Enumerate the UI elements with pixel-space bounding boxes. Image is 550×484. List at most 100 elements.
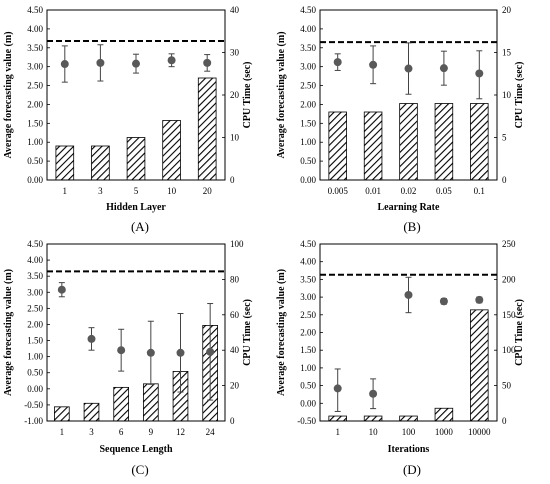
- panel-label: (B): [403, 219, 420, 234]
- x-tick-label: 100: [402, 427, 416, 437]
- x-tick-label: 1: [63, 186, 68, 196]
- y-tick-label: 1.50: [27, 118, 43, 128]
- chart-panel-c: -1.00 -0.50 0.00 0.50 1.00 1.50 2.00 2.50 3.00 3.…: [3, 239, 253, 477]
- data-point: [475, 69, 484, 78]
- y2-axis-title: CPU Time (sec): [242, 299, 253, 366]
- data-point: [404, 290, 413, 299]
- y2-tick-label: 80: [230, 274, 240, 284]
- y-tick-label: 0.00: [300, 175, 316, 185]
- bar: [328, 415, 347, 422]
- y-tick-label: 1.50: [27, 336, 43, 346]
- data-point: [87, 334, 96, 343]
- x-axis-title: Hidden Layer: [106, 202, 166, 213]
- y2-tick-label: 30: [230, 48, 240, 58]
- y2-tick-label: 20: [502, 5, 512, 15]
- bar: [162, 120, 181, 181]
- panel-label: (C): [131, 462, 148, 477]
- bar: [399, 103, 418, 181]
- y-tick-label: 3.00: [300, 292, 316, 302]
- data-point: [60, 60, 69, 69]
- x-tick-label: 24: [206, 427, 216, 437]
- x-tick-label: 9: [149, 427, 154, 437]
- y-tick-label: 3.00: [27, 62, 43, 72]
- x-tick-label: 3: [89, 427, 94, 437]
- y-tick-label: 3.00: [300, 62, 316, 72]
- y2-tick-label: 5: [502, 133, 507, 143]
- y-tick-label: 0.50: [300, 381, 316, 391]
- chart-panel-b: 0.00 0.50 1.00 1.50 2.00 2.50 3.00 3.50 4.00 4.50…: [276, 5, 525, 234]
- data-point: [146, 348, 155, 357]
- data-point: [203, 58, 212, 67]
- y-tick-label: 2.00: [300, 99, 316, 109]
- y-tick-label: 0.50: [300, 156, 316, 166]
- y2-tick-label: 150: [502, 310, 516, 320]
- data-point: [475, 295, 484, 304]
- bar: [363, 415, 383, 422]
- y-tick-label: 1.50: [300, 118, 316, 128]
- data-point: [167, 56, 176, 65]
- data-point: [57, 285, 66, 294]
- y2-tick-label: 0: [230, 416, 235, 426]
- y-tick-label: 2.00: [27, 99, 43, 109]
- x-tick-label: 6: [119, 427, 124, 437]
- bar: [55, 145, 75, 181]
- y-tick-label: 0.00: [300, 398, 316, 408]
- x-tick-label: 10: [167, 186, 177, 196]
- y-tick-label: 4.50: [300, 239, 316, 249]
- data-point: [176, 348, 185, 357]
- bar: [328, 111, 347, 181]
- data-point: [132, 59, 140, 68]
- y-tick-label: 4.00: [300, 24, 316, 34]
- x-tick-label: 1: [60, 427, 65, 437]
- y-tick-label: 2.50: [27, 81, 43, 91]
- x-tick-label: 0.01: [365, 186, 381, 196]
- bar: [126, 137, 146, 181]
- data-point: [96, 58, 105, 67]
- x-tick-label: 1: [335, 427, 340, 437]
- x-tick-label: 20: [203, 186, 213, 196]
- x-tick-label: 12: [176, 427, 185, 437]
- y2-tick-label: 20: [230, 90, 240, 100]
- panel-label: (A): [131, 219, 149, 234]
- y-tick-label: 3.00: [27, 287, 43, 297]
- y2-axis-title: CPU Time (sec): [514, 299, 525, 366]
- y2-tick-label: 20: [230, 381, 240, 391]
- y-tick-label: 1.00: [27, 352, 43, 362]
- chart-panel-d: -0.50 0.00 0.50 1.00 1.50 2.00 2.50 3.00 3.50 4.0…: [276, 239, 525, 477]
- y2-tick-label: 50: [502, 381, 512, 391]
- data-point: [369, 60, 378, 69]
- x-tick-label: 5: [134, 186, 139, 196]
- y-axis-title: Average forecasting value (m): [3, 31, 14, 158]
- y-axis-title: Average forecasting value (m): [276, 269, 287, 396]
- x-axis-title: Learning Rate: [378, 202, 441, 213]
- y2-tick-label: 60: [230, 310, 240, 320]
- plot-frame: [46, 243, 226, 422]
- y2-tick-label: 200: [502, 274, 516, 284]
- data-point: [404, 64, 413, 73]
- y-tick-label: 1.00: [27, 137, 43, 147]
- y-tick-label: 1.00: [300, 363, 316, 373]
- x-axis-title: Sequence Length: [99, 444, 173, 455]
- y-tick-label: 4.50: [300, 5, 316, 15]
- bar: [113, 386, 129, 422]
- y2-tick-label: 100: [502, 345, 516, 355]
- x-tick-label: 0.05: [436, 186, 452, 196]
- y2-tick-label: 0: [502, 416, 507, 426]
- data-point: [439, 297, 448, 306]
- data-point: [333, 58, 342, 67]
- y2-tick-label: 0: [502, 175, 507, 185]
- bar: [83, 402, 100, 422]
- y-tick-label: 2.00: [27, 319, 43, 329]
- y-tick-label: 0.50: [27, 368, 43, 378]
- y-tick-label: 1.50: [300, 345, 316, 355]
- x-tick-label: 10: [369, 427, 379, 437]
- y-tick-label: 0.50: [27, 156, 43, 166]
- bar: [91, 145, 110, 181]
- bar: [434, 407, 454, 422]
- y-tick-label: 2.50: [27, 303, 43, 313]
- y-tick-label: 1.00: [300, 137, 316, 147]
- x-tick-label: 0.1: [474, 186, 485, 196]
- x-tick-label: 1000: [435, 427, 454, 437]
- bar: [399, 415, 418, 422]
